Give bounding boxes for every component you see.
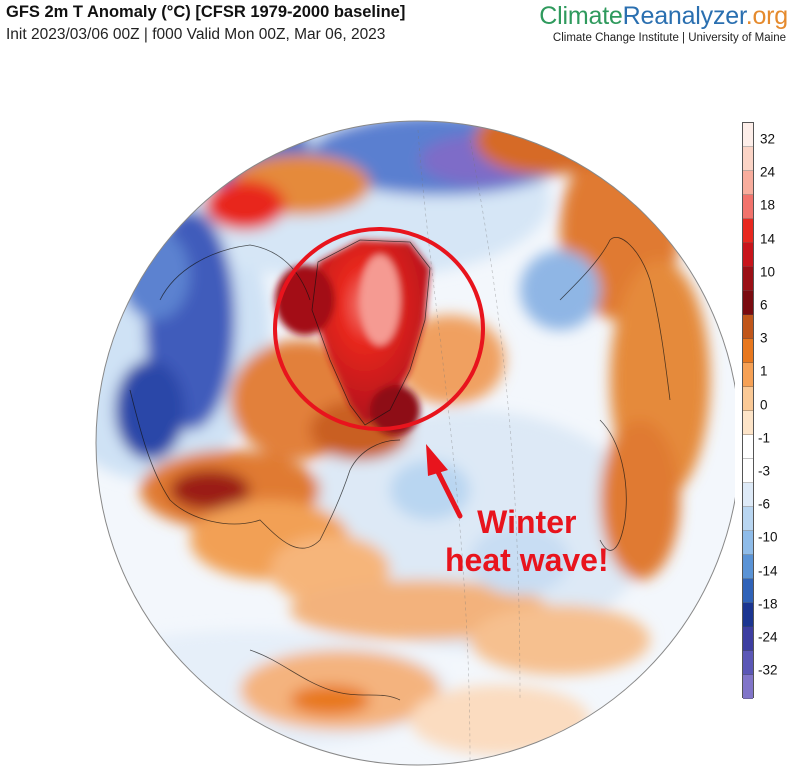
colorbar-segment <box>743 291 753 315</box>
colorbar-segment <box>743 243 753 267</box>
colorbar-tick-label: 32 <box>760 131 776 147</box>
colorbar-segment <box>743 531 753 555</box>
colorbar-segment <box>743 147 753 171</box>
colorbar-segment <box>743 627 753 651</box>
colorbar-segment <box>743 315 753 339</box>
colorbar-tick-label: -3 <box>758 463 771 479</box>
colorbar-segment <box>743 459 753 483</box>
brand-logo-part3: .org <box>745 2 788 30</box>
colorbar-segment <box>743 171 753 195</box>
annotation-line2: heat wave! <box>445 542 609 578</box>
colorbar-segment <box>743 339 753 363</box>
colorbar-tick-label: -24 <box>758 629 778 645</box>
colorbar-labels: 32 24 18 14 10 6 3 1 0 -1 -3 -6 -10 -14 -18 -24 -32 <box>758 122 800 698</box>
colorbar-tick-label: -18 <box>758 596 778 612</box>
colorbar-tick-label: 1 <box>760 363 768 379</box>
colorbar-tick-label: 24 <box>760 164 776 180</box>
colorbar-segment <box>743 387 753 411</box>
colorbar-tick-label: 6 <box>760 297 768 313</box>
annotation-arrow <box>426 444 463 519</box>
annotation-line1: Winter <box>477 504 577 540</box>
colorbar-segment <box>743 267 753 291</box>
colorbar-segment <box>743 675 753 699</box>
colorbar-segment <box>743 411 753 435</box>
colorbar-segment <box>743 435 753 459</box>
highlight-circle <box>273 227 485 431</box>
colorbar-segment <box>743 555 753 579</box>
map-subtitle: Init 2023/03/06 00Z | f000 Valid Mon 00Z… <box>6 26 386 43</box>
colorbar-segment <box>743 507 753 531</box>
colorbar-tick-label: 14 <box>760 231 776 247</box>
colorbar-tick-label: -1 <box>758 430 771 446</box>
colorbar-tick-label: 10 <box>760 264 776 280</box>
brand-affiliation: Climate Change Institute | University of… <box>552 32 786 44</box>
colorbar-segment <box>743 123 753 147</box>
brand-logo-part2: Reanalyzer <box>622 2 746 30</box>
anomaly-colorbar <box>742 122 754 699</box>
colorbar-tick-label: -14 <box>758 563 778 579</box>
colorbar-segment <box>743 651 753 675</box>
brand-logo-part1: Climate <box>539 2 623 30</box>
colorbar-tick-label: 3 <box>760 330 768 346</box>
colorbar-tick-label: 0 <box>760 397 768 413</box>
colorbar-segment <box>743 195 753 219</box>
anomaly-globe-map <box>95 120 735 766</box>
anomaly-field <box>96 121 735 765</box>
colorbar-tick-label: -32 <box>758 662 778 678</box>
colorbar-segment <box>743 219 753 243</box>
colorbar-tick-label: -10 <box>758 529 778 545</box>
map-title: GFS 2m T Anomaly (°C) [CFSR 1979-2000 ba… <box>6 3 406 21</box>
globe-outline <box>95 120 735 766</box>
colorbar-segment <box>743 483 753 507</box>
colorbar-segment <box>743 603 753 627</box>
colorbar-segment <box>743 579 753 603</box>
colorbar-segment <box>743 363 753 387</box>
brand-logo[interactable]: ClimateReanalyzer.org <box>539 2 788 31</box>
colorbar-tick-label: 18 <box>760 197 776 213</box>
colorbar-tick-label: -6 <box>758 496 771 512</box>
heat-wave-annotation: Winter heat wave! <box>445 503 609 579</box>
